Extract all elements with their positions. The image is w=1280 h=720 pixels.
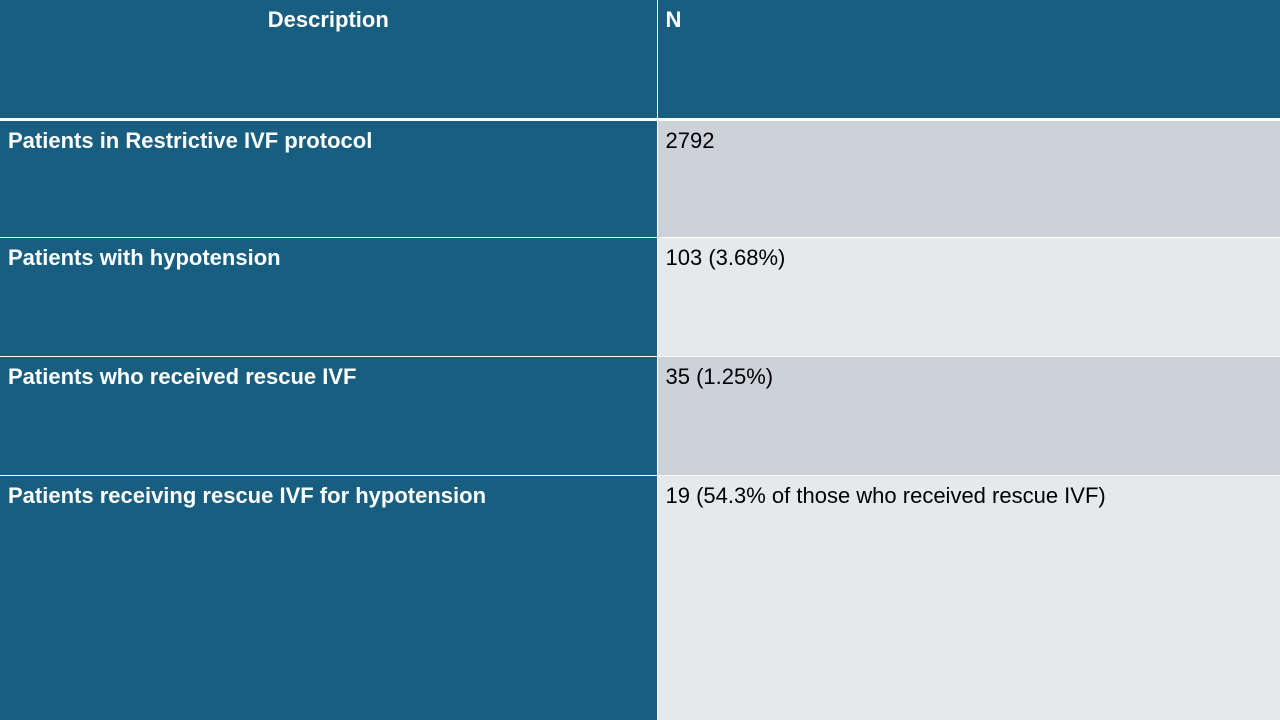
table-row: Patients with hypotension 103 (3.68%)	[0, 237, 1280, 357]
row-n-cell: 35 (1.25%)	[657, 356, 1280, 476]
row-n-cell: 103 (3.68%)	[657, 237, 1280, 357]
table-row: Patients in Restrictive IVF protocol 279…	[0, 119, 1280, 238]
row-description-cell: Patients who received rescue IVF	[0, 356, 658, 476]
row-description-cell: Patients receiving rescue IVF for hypote…	[0, 475, 658, 720]
table-header-row: Description N	[0, 0, 1280, 121]
column-header-description: Description	[0, 0, 658, 121]
row-n-cell: 2792	[657, 119, 1280, 238]
table-row: Patients who received rescue IVF 35 (1.2…	[0, 356, 1280, 476]
row-description-cell: Patients with hypotension	[0, 237, 658, 357]
column-header-n: N	[657, 0, 1280, 121]
row-description-cell: Patients in Restrictive IVF protocol	[0, 119, 658, 238]
table-row: Patients receiving rescue IVF for hypote…	[0, 475, 1280, 720]
row-n-cell: 19 (54.3% of those who received rescue I…	[657, 475, 1280, 720]
